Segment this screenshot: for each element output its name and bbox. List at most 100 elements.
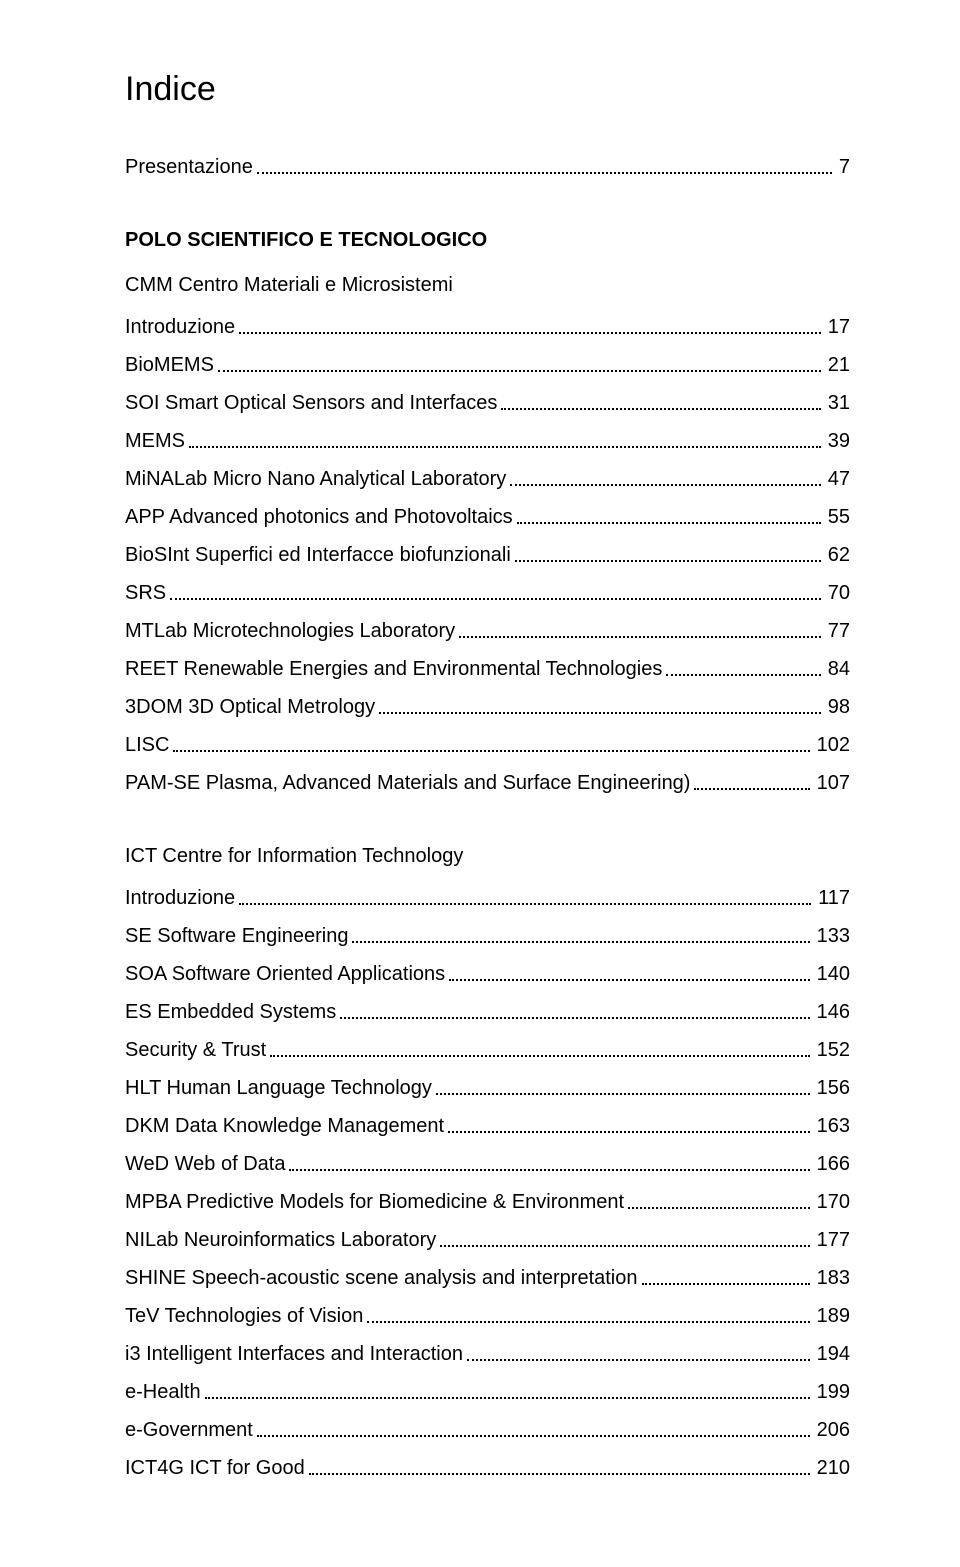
toc-entry-label: SOA Software Oriented Applications [125, 962, 445, 986]
toc-entry-page: 210 [814, 1456, 850, 1480]
toc-entry-label: HLT Human Language Technology [125, 1076, 432, 1100]
toc-entry-label: SRS [125, 581, 166, 605]
toc-entry-label: SE Software Engineering [125, 924, 348, 948]
toc-entry-page: 117 [815, 886, 850, 910]
toc-leader [309, 1472, 810, 1475]
toc-entry: Presentazione 7 [125, 155, 850, 179]
toc-entry-page: 107 [814, 771, 850, 795]
toc-leader [501, 407, 820, 410]
toc-entry-page: 170 [814, 1190, 850, 1214]
toc-entry: NILab Neuroinformatics Laboratory 177 [125, 1228, 850, 1252]
toc-entry-label: BioSInt Superfici ed Interfacce biofunzi… [125, 543, 511, 567]
toc-section: Presentazione 7 [125, 155, 850, 179]
toc-entry-page: 163 [814, 1114, 850, 1138]
toc-entry: 3DOM 3D Optical Metrology 98 [125, 695, 850, 719]
toc-entry: APP Advanced photonics and Photovoltaics… [125, 505, 850, 529]
toc-entry-page: 77 [825, 619, 850, 643]
toc-entry-page: 189 [814, 1304, 850, 1328]
toc-entry-label: MTLab Microtechnologies Laboratory [125, 619, 455, 643]
toc-entry: LISC 102 [125, 733, 850, 757]
toc-entry-label: BioMEMS [125, 353, 214, 377]
toc-entry: SOI Smart Optical Sensors and Interfaces… [125, 391, 850, 415]
toc-leader [205, 1396, 810, 1399]
toc-entry-page: 166 [814, 1152, 850, 1176]
toc-entry: TeV Technologies of Vision 189 [125, 1304, 850, 1328]
toc-leader [340, 1016, 809, 1019]
toc-entry-page: 47 [825, 467, 850, 491]
toc-entry-page: 146 [814, 1000, 850, 1024]
toc-leader [467, 1358, 810, 1361]
toc-entry: DKM Data Knowledge Management 163 [125, 1114, 850, 1138]
toc-entry-label: e-Health [125, 1380, 201, 1404]
toc-entry: e-Health 199 [125, 1380, 850, 1404]
toc-entry: ICT4G ICT for Good 210 [125, 1456, 850, 1480]
toc-entry-page: 133 [814, 924, 850, 948]
toc-entry: SOA Software Oriented Applications 140 [125, 962, 850, 986]
toc-leader [448, 1130, 810, 1133]
toc-entry-page: 199 [814, 1380, 850, 1404]
toc-leader [459, 635, 821, 638]
toc-entry-page: 102 [814, 733, 850, 757]
toc-entry-label: LISC [125, 733, 169, 757]
toc-entry: PAM-SE Plasma, Advanced Materials and Su… [125, 771, 850, 795]
toc-leader [510, 483, 820, 486]
page-title: Indice [125, 70, 850, 109]
toc-leader [694, 787, 809, 790]
toc-entry-label: Introduzione [125, 886, 235, 910]
toc-entry: HLT Human Language Technology 156 [125, 1076, 850, 1100]
toc-leader [515, 559, 821, 562]
toc-entry: REET Renewable Energies and Environmenta… [125, 657, 850, 681]
toc-entry-page: 21 [825, 353, 850, 377]
toc-leader [352, 940, 809, 943]
toc-entry-page: 98 [825, 695, 850, 719]
toc-leader [517, 521, 821, 524]
toc-leader [436, 1092, 810, 1095]
toc-leader [257, 171, 832, 174]
toc-subsection-heading: ICT Centre for Information Technology [125, 845, 850, 868]
toc-leader [666, 673, 820, 676]
toc-entry: e-Government 206 [125, 1418, 850, 1442]
toc-entry-label: SHINE Speech-acoustic scene analysis and… [125, 1266, 638, 1290]
document-page: Indice Presentazione 7 POLO SCIENTIFICO … [0, 0, 960, 1567]
toc-entry-label: MPBA Predictive Models for Biomedicine &… [125, 1190, 624, 1214]
toc-entry-label: TeV Technologies of Vision [125, 1304, 363, 1328]
toc-entry-page: 183 [814, 1266, 850, 1290]
toc-section-heading: POLO SCIENTIFICO E TECNOLOGICO [125, 229, 850, 252]
toc-entry-page: 206 [814, 1418, 850, 1442]
toc-entry: Introduzione 17 [125, 315, 850, 339]
toc-leader [239, 331, 821, 334]
toc-entry-page: 140 [814, 962, 850, 986]
toc-entry: MiNALab Micro Nano Analytical Laboratory… [125, 467, 850, 491]
toc-subsection-heading: CMM Centro Materiali e Microsistemi [125, 274, 850, 297]
toc-entry: Introduzione 117 [125, 886, 850, 910]
toc-entry: MEMS 39 [125, 429, 850, 453]
toc-section: POLO SCIENTIFICO E TECNOLOGICO CMM Centr… [125, 229, 850, 795]
toc-entry-page: 156 [814, 1076, 850, 1100]
toc-entry: WeD Web of Data 166 [125, 1152, 850, 1176]
toc-entry-page: 17 [825, 315, 850, 339]
toc-entry-label: i3 Intelligent Interfaces and Interactio… [125, 1342, 463, 1366]
toc-entry: SRS 70 [125, 581, 850, 605]
toc-entry-page: 31 [825, 391, 850, 415]
toc-entry: ES Embedded Systems 146 [125, 1000, 850, 1024]
toc-leader [170, 597, 821, 600]
toc-entry-page: 39 [825, 429, 850, 453]
toc-leader [270, 1054, 809, 1057]
toc-entry-label: DKM Data Knowledge Management [125, 1114, 444, 1138]
toc-entry-page: 62 [825, 543, 850, 567]
toc-entry-label: APP Advanced photonics and Photovoltaics [125, 505, 513, 529]
toc-entry-label: e-Government [125, 1418, 253, 1442]
toc-entry-label: MiNALab Micro Nano Analytical Laboratory [125, 467, 506, 491]
toc-entry-label: WeD Web of Data [125, 1152, 285, 1176]
toc-entry-page: 152 [814, 1038, 850, 1062]
toc-leader [379, 711, 821, 714]
toc-entry-page: 194 [814, 1342, 850, 1366]
toc-entry-label: MEMS [125, 429, 185, 453]
toc-leader [440, 1244, 809, 1247]
toc-entry-label: 3DOM 3D Optical Metrology [125, 695, 375, 719]
toc-section: ICT Centre for Information Technology In… [125, 845, 850, 1480]
toc-entry-label: ES Embedded Systems [125, 1000, 336, 1024]
toc-entry-label: Security & Trust [125, 1038, 266, 1062]
toc-leader [218, 369, 821, 372]
toc-leader [367, 1320, 809, 1323]
